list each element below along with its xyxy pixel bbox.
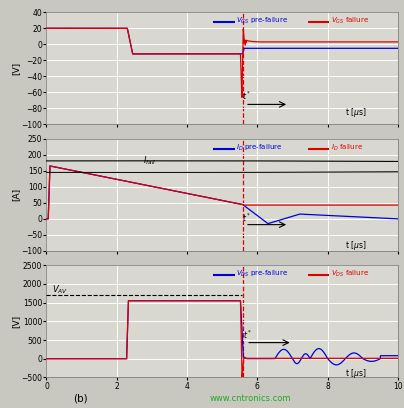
Text: t [$\mu$s]: t [$\mu$s] — [345, 239, 366, 252]
Text: $t^*$: $t^*$ — [242, 89, 251, 102]
Text: $t^*$: $t^*$ — [242, 328, 252, 341]
Text: $V_{GS}$ failure: $V_{GS}$ failure — [331, 16, 369, 26]
Text: $I_{D}$ pre-failure: $I_{D}$ pre-failure — [236, 142, 282, 153]
Text: $t^*$: $t^*$ — [242, 212, 251, 224]
Text: $V_{DS}$ pre-failure: $V_{DS}$ pre-failure — [236, 269, 288, 279]
Text: $I_{D}$ failure: $I_{D}$ failure — [331, 142, 363, 153]
Text: $V_{AV}$: $V_{AV}$ — [52, 283, 68, 296]
Text: t [$\mu$s]: t [$\mu$s] — [345, 367, 366, 380]
Text: (b): (b) — [74, 393, 88, 403]
Text: www.cntronics.com: www.cntronics.com — [210, 394, 291, 403]
Y-axis label: [A]: [A] — [11, 188, 20, 202]
Y-axis label: [V]: [V] — [11, 62, 20, 75]
Text: $V_{GS}$ pre-failure: $V_{GS}$ pre-failure — [236, 16, 288, 26]
Text: $I_{fail}$: $I_{fail}$ — [143, 155, 156, 167]
Text: t [$\mu$s]: t [$\mu$s] — [345, 106, 366, 119]
Text: $V_{DS}$ failure: $V_{DS}$ failure — [331, 269, 369, 279]
Y-axis label: [V]: [V] — [11, 315, 20, 328]
